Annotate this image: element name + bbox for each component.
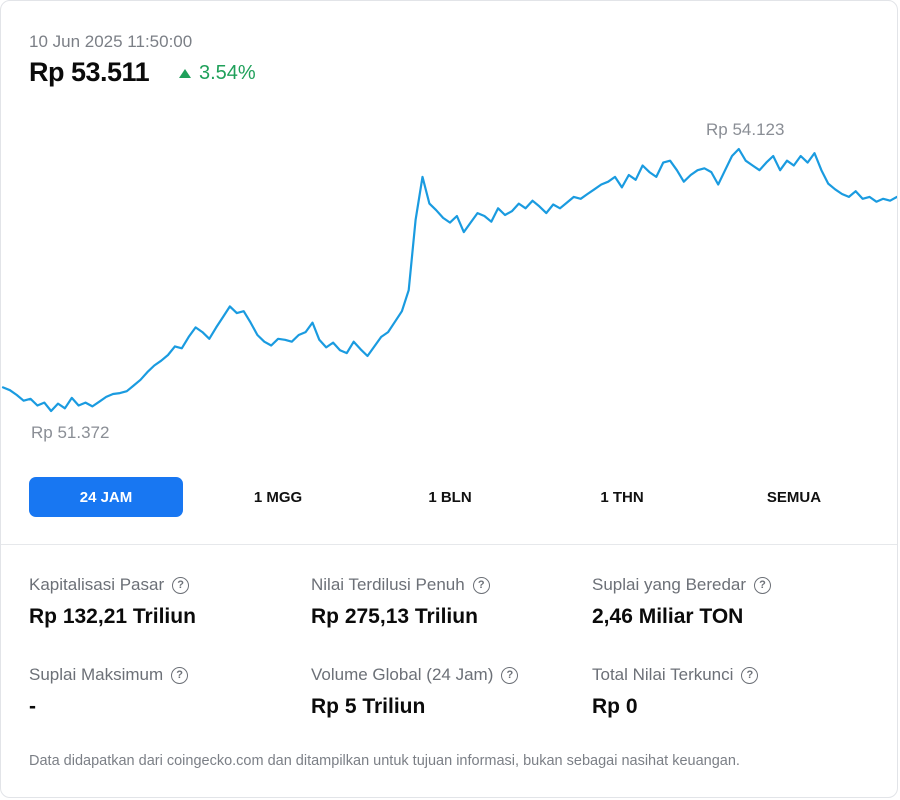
tab-semua[interactable]: SEMUA — [766, 488, 822, 506]
price-change: 3.54% — [179, 62, 256, 85]
stat-label: Total Nilai Terkunci — [592, 665, 734, 684]
stat-label: Kapitalisasi Pasar — [29, 575, 165, 594]
stat-label: Nilai Terdilusi Penuh — [311, 575, 465, 594]
price-change-percent: 3.54% — [199, 62, 256, 84]
help-icon[interactable]: ? — [501, 666, 519, 684]
stat-total-value-locked: Total Nilai Terkunci? Rp 0 — [592, 665, 862, 719]
stat-value: Rp 132,21 Triliun — [29, 605, 196, 628]
tab-1-mgg[interactable]: 1 MGG — [253, 488, 303, 506]
help-icon[interactable]: ? — [754, 576, 772, 594]
stat-market-cap: Kapitalisasi Pasar? Rp 132,21 Triliun — [29, 575, 299, 629]
price-timestamp: 10 Jun 2025 11:50:00 — [29, 32, 193, 51]
section-divider — [1, 544, 897, 545]
stat-circulating-supply: Suplai yang Beredar? 2,46 Miliar TON — [592, 575, 862, 629]
stat-value: 2,46 Miliar TON — [592, 605, 744, 628]
stat-label: Suplai Maksimum — [29, 665, 164, 684]
stat-max-supply: Suplai Maksimum? - — [29, 665, 299, 719]
disclaimer-text: Data didapatkan dari coingecko.com dan d… — [29, 753, 740, 769]
price-line — [1, 147, 897, 413]
stat-global-volume: Volume Global (24 Jam)? Rp 5 Triliun — [311, 665, 581, 719]
stat-value: - — [29, 695, 36, 718]
stat-value: Rp 0 — [592, 695, 638, 718]
stat-label: Suplai yang Beredar — [592, 575, 747, 594]
stat-fully-diluted-value: Nilai Terdilusi Penuh? Rp 275,13 Triliun — [311, 575, 581, 629]
chart-low-label: Rp 51.372 — [31, 423, 109, 442]
tab-1-bln[interactable]: 1 BLN — [428, 488, 472, 506]
help-icon[interactable]: ? — [741, 666, 759, 684]
stat-value: Rp 5 Triliun — [311, 695, 426, 718]
tab-1-thn[interactable]: 1 THN — [600, 488, 644, 506]
help-icon[interactable]: ? — [472, 576, 490, 594]
stat-label: Volume Global (24 Jam) — [311, 665, 494, 684]
triangle-up-icon — [179, 68, 191, 78]
current-price: Rp 53.511 — [29, 57, 150, 87]
help-icon[interactable]: ? — [172, 576, 190, 594]
help-icon[interactable]: ? — [171, 666, 189, 684]
timeframe-tabs: 24 JAM 1 MGG 1 BLN 1 THN SEMUA — [29, 477, 871, 517]
price-chart[interactable]: Rp 54.123 Rp 51.372 — [1, 111, 898, 451]
chart-high-label: Rp 54.123 — [706, 120, 784, 139]
tab-24-jam[interactable]: 24 JAM — [29, 477, 183, 517]
stat-value: Rp 275,13 Triliun — [311, 605, 478, 628]
